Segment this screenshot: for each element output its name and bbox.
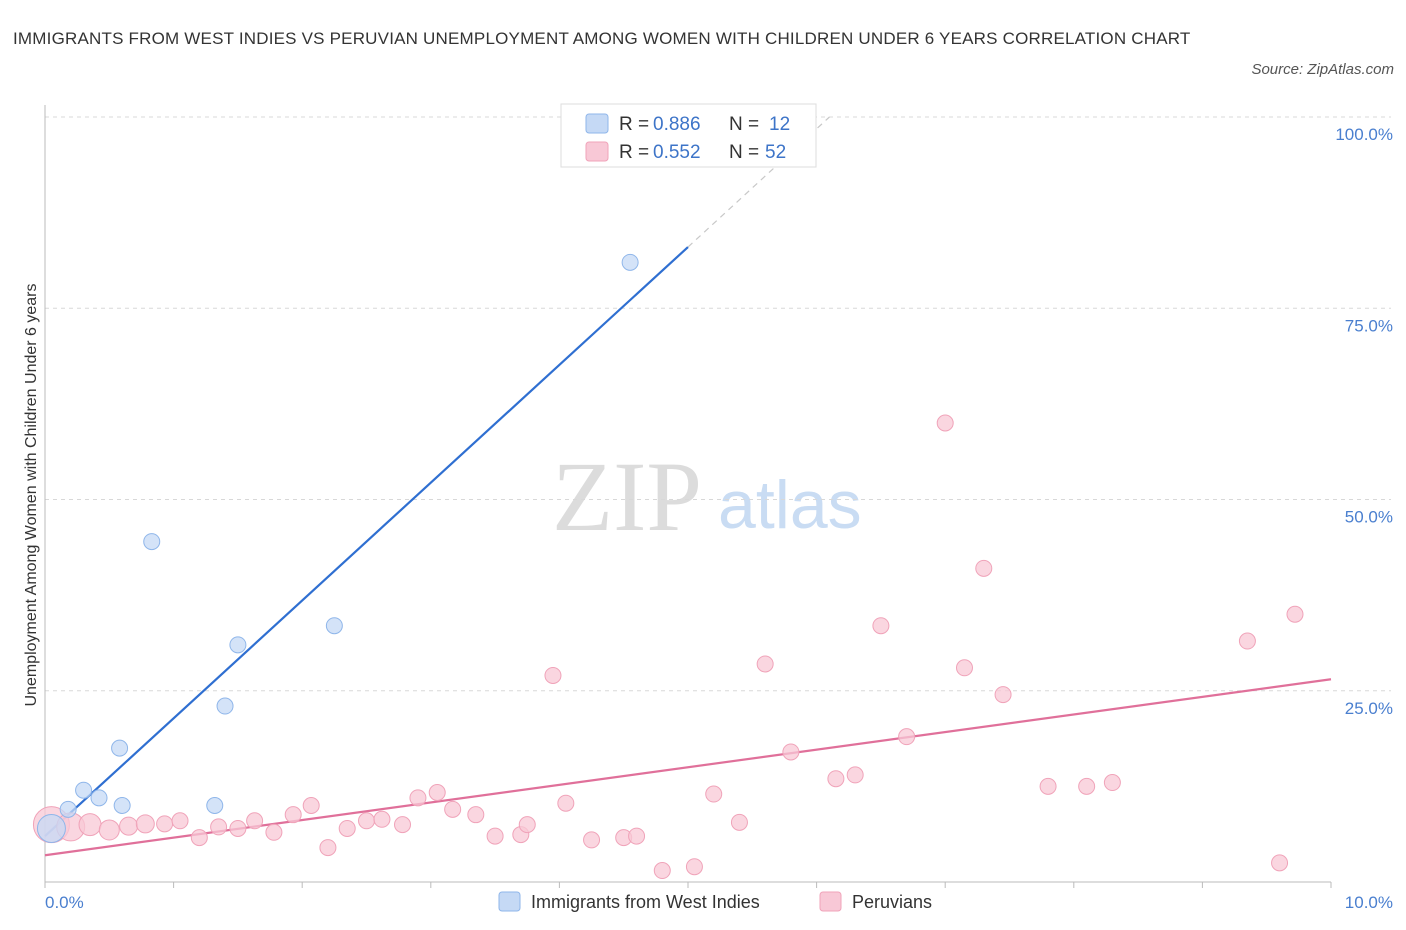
point-west-indies-3 [90, 789, 108, 807]
point-west-indies-11 [621, 253, 639, 271]
trend-line-west-indies [44, 246, 689, 837]
point-peruvians-23 [467, 806, 485, 824]
point-peruvians-4 [119, 816, 139, 836]
legend-swatch-peruvians [585, 141, 609, 162]
legend-r-label-1: R = [619, 114, 649, 135]
point-peruvians-31 [628, 827, 646, 845]
legend-n-label-2: N = [729, 142, 759, 163]
point-peruvians-49 [1238, 632, 1256, 650]
legend: R = 0.886 N = 12 R = 0.552 N = 52 [560, 103, 817, 168]
point-peruvians-22 [444, 800, 462, 818]
point-peruvians-19 [394, 816, 412, 834]
bottom-legend-label-west-indies: Immigrants from West Indies [531, 892, 760, 912]
point-west-indies-0 [36, 813, 66, 843]
point-peruvians-7 [171, 812, 189, 830]
point-peruvians-12 [265, 823, 283, 841]
point-peruvians-48 [1103, 774, 1121, 792]
point-west-indies-2 [75, 781, 93, 799]
point-peruvians-35 [730, 813, 748, 831]
watermark: ZIP atlas [552, 441, 862, 552]
point-peruvians-11 [246, 812, 264, 830]
bottom-legend: Immigrants from West Indies Peruvians [498, 891, 932, 912]
point-west-indies-1 [59, 800, 77, 818]
point-peruvians-42 [936, 414, 954, 432]
point-peruvians-21 [428, 783, 446, 801]
grid [45, 116, 1391, 692]
point-peruvians-10 [229, 819, 247, 837]
y-tick-label-25: 25.0% [1345, 699, 1393, 718]
watermark-atlas: atlas [718, 467, 862, 543]
point-peruvians-32 [653, 862, 671, 880]
point-peruvians-40 [872, 617, 890, 635]
axes [44, 105, 1332, 888]
point-peruvians-26 [518, 816, 536, 834]
legend-r-value-1: 0.886 [653, 114, 701, 135]
y-tick-label-100: 100.0% [1335, 125, 1393, 144]
point-peruvians-37 [782, 743, 800, 761]
point-peruvians-2 [78, 813, 102, 837]
point-peruvians-39 [846, 766, 864, 784]
y-tick-label-75: 75.0% [1345, 316, 1393, 335]
point-peruvians-8 [190, 829, 208, 847]
chart-title: IMMIGRANTS FROM WEST INDIES VS PERUVIAN … [13, 29, 1191, 48]
point-peruvians-24 [486, 827, 504, 845]
point-peruvians-6 [156, 815, 174, 833]
point-peruvians-3 [98, 819, 120, 841]
bottom-legend-swatch-west-indies [498, 891, 521, 912]
point-peruvians-15 [319, 839, 337, 857]
point-west-indies-4 [111, 739, 129, 757]
point-peruvians-5 [135, 814, 155, 834]
point-peruvians-34 [705, 785, 723, 803]
data-points [32, 253, 1304, 880]
point-west-indies-8 [216, 697, 234, 715]
y-tick-label-50: 50.0% [1345, 508, 1393, 527]
point-west-indies-9 [229, 636, 247, 654]
x-tick-labels: 0.0% 10.0% [45, 893, 1393, 912]
y-axis-label: Unemployment Among Women with Children U… [23, 283, 40, 706]
y-tick-labels: 100.0% 75.0% 50.0% 25.0% [1335, 125, 1393, 718]
point-peruvians-43 [955, 659, 973, 677]
legend-swatch-west-indies [585, 113, 609, 134]
point-peruvians-38 [827, 770, 845, 788]
point-peruvians-51 [1286, 605, 1304, 623]
point-peruvians-18 [373, 810, 391, 828]
point-peruvians-14 [302, 797, 320, 814]
point-peruvians-41 [898, 728, 916, 746]
bottom-legend-label-peruvians: Peruvians [852, 892, 932, 912]
point-peruvians-45 [994, 686, 1012, 704]
point-west-indies-6 [143, 533, 161, 551]
point-peruvians-33 [685, 858, 703, 876]
point-peruvians-9 [210, 818, 228, 836]
point-peruvians-46 [1039, 777, 1057, 795]
point-peruvians-13 [284, 806, 302, 824]
x-tick-label-right: 10.0% [1345, 893, 1393, 912]
point-peruvians-27 [544, 666, 562, 684]
x-tick-label-left: 0.0% [45, 893, 84, 912]
point-peruvians-28 [557, 794, 575, 812]
watermark-zip: ZIP [552, 441, 702, 552]
bottom-legend-swatch-peruvians [819, 891, 842, 912]
point-peruvians-17 [358, 812, 375, 830]
point-peruvians-36 [756, 655, 774, 673]
legend-r-label-2: R = [619, 142, 649, 163]
legend-n-value-1: 12 [769, 114, 790, 135]
point-west-indies-5 [113, 797, 131, 814]
legend-n-value-2: 52 [765, 142, 786, 163]
point-peruvians-20 [409, 789, 427, 807]
point-west-indies-7 [206, 797, 224, 814]
point-peruvians-50 [1271, 854, 1289, 872]
source-label: Source: ZipAtlas.com [1251, 61, 1394, 78]
point-west-indies-10 [325, 617, 343, 635]
point-peruvians-16 [338, 819, 356, 837]
point-peruvians-29 [583, 831, 601, 849]
point-peruvians-44 [975, 559, 993, 577]
legend-n-label-1: N = [729, 114, 759, 135]
legend-r-value-2: 0.552 [653, 142, 701, 163]
point-peruvians-47 [1078, 777, 1096, 795]
